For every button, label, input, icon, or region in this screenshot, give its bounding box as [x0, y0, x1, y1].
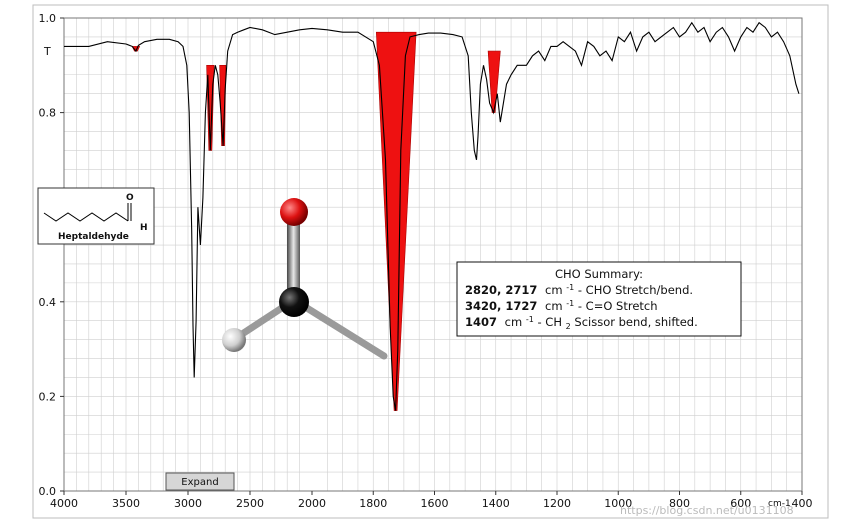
summary-line-3-sub: 2	[566, 322, 571, 331]
x-tick-label: 1000	[604, 497, 632, 510]
x-tick-label: 2000	[298, 497, 326, 510]
summary-line-2: 3420, 1727 cm -1 - C=O Stretch	[465, 295, 658, 313]
peak-highlight	[487, 50, 501, 113]
y-axis-ticks: 0.0 0.2 0.4 0.8 1.0	[39, 12, 64, 498]
carbon-atom	[279, 287, 309, 317]
summary-line-2-wavenumbers: 3420, 1727	[465, 299, 537, 313]
oxygen-atom	[280, 198, 308, 226]
summary-line-3-wavenumbers: 1407	[465, 315, 497, 329]
spectrum-line	[64, 21, 800, 411]
summary-line-2-text: - C=O Stretch	[578, 299, 658, 313]
watermark: https://blog.csdn.net/u0131108	[620, 504, 794, 517]
summary-line-3-unit: cm	[505, 315, 523, 329]
summary-line-3-sup: -1	[526, 315, 534, 324]
y-tick-label: 0.8	[39, 107, 57, 120]
x-tick-label: 600	[730, 497, 751, 510]
hydrogen-atom-label: H	[140, 223, 148, 233]
expand-button[interactable]: Expand	[165, 472, 235, 491]
y-tick-label: 0.4	[39, 296, 57, 309]
summary-line-1: 2820, 2717 cm -1 - CHO Stretch/bend.	[465, 279, 693, 297]
structure-name: Heptaldehyde	[58, 232, 129, 242]
bond-c-o	[287, 214, 300, 302]
grid-lines	[64, 18, 802, 491]
x-tick-label: 1400	[482, 497, 510, 510]
summary-title: CHO Summary:	[555, 267, 643, 281]
x-tick-label: 1600	[421, 497, 449, 510]
summary-line-1-unit: cm	[545, 283, 563, 297]
molecule-model	[222, 198, 388, 360]
x-tick-label: 4000	[50, 497, 78, 510]
summary-box: CHO Summary: 2820, 2717 cm -1 - CHO Stre…	[456, 261, 742, 337]
x-tick-label: 2500	[236, 497, 264, 510]
expand-button-label: Expand	[181, 477, 218, 488]
summary-line-3-tail: Scissor bend, shifted.	[574, 315, 697, 329]
x-tick-label: 400	[792, 497, 813, 510]
x-tick-label: 1200	[543, 497, 571, 510]
x-tick-label: 800	[669, 497, 690, 510]
x-axis-ticks: 4000 3500 3000 2500 2000 1800 1600 1400 1200 1000…	[50, 491, 813, 510]
summary-line-1-sup: -1	[566, 283, 574, 292]
carbon-chain	[43, 212, 129, 222]
y-tick-label: 0.2	[39, 390, 57, 403]
y-tick-label: 0.0	[39, 485, 57, 498]
y-axis-label: T	[43, 45, 51, 58]
summary-line-3: 1407 cm -1 - CH 2 Scissor bend, shifted.	[465, 311, 698, 332]
x-tick-label: 1800	[359, 497, 387, 510]
bond-c-r	[290, 296, 388, 360]
summary-line-3-text: - CH	[538, 315, 562, 329]
summary-line-2-sup: -1	[566, 299, 574, 308]
oxygen-atom-label: O	[126, 193, 134, 203]
plot-area	[63, 17, 803, 492]
y-tick-label: 1.0	[39, 12, 57, 25]
x-tick-label: 3500	[112, 497, 140, 510]
summary-line-1-text: - CHO Stretch/bend.	[578, 283, 693, 297]
hydrogen-atom	[222, 328, 246, 352]
summary-line-1-wavenumbers: 2820, 2717	[465, 283, 537, 297]
peak-highlight	[375, 31, 417, 411]
x-axis-unit-label: cm-1	[768, 499, 791, 509]
x-tick-label: 3000	[174, 497, 202, 510]
summary-line-2-unit: cm	[545, 299, 563, 313]
structure-box: O H Heptaldehyde	[37, 187, 155, 245]
